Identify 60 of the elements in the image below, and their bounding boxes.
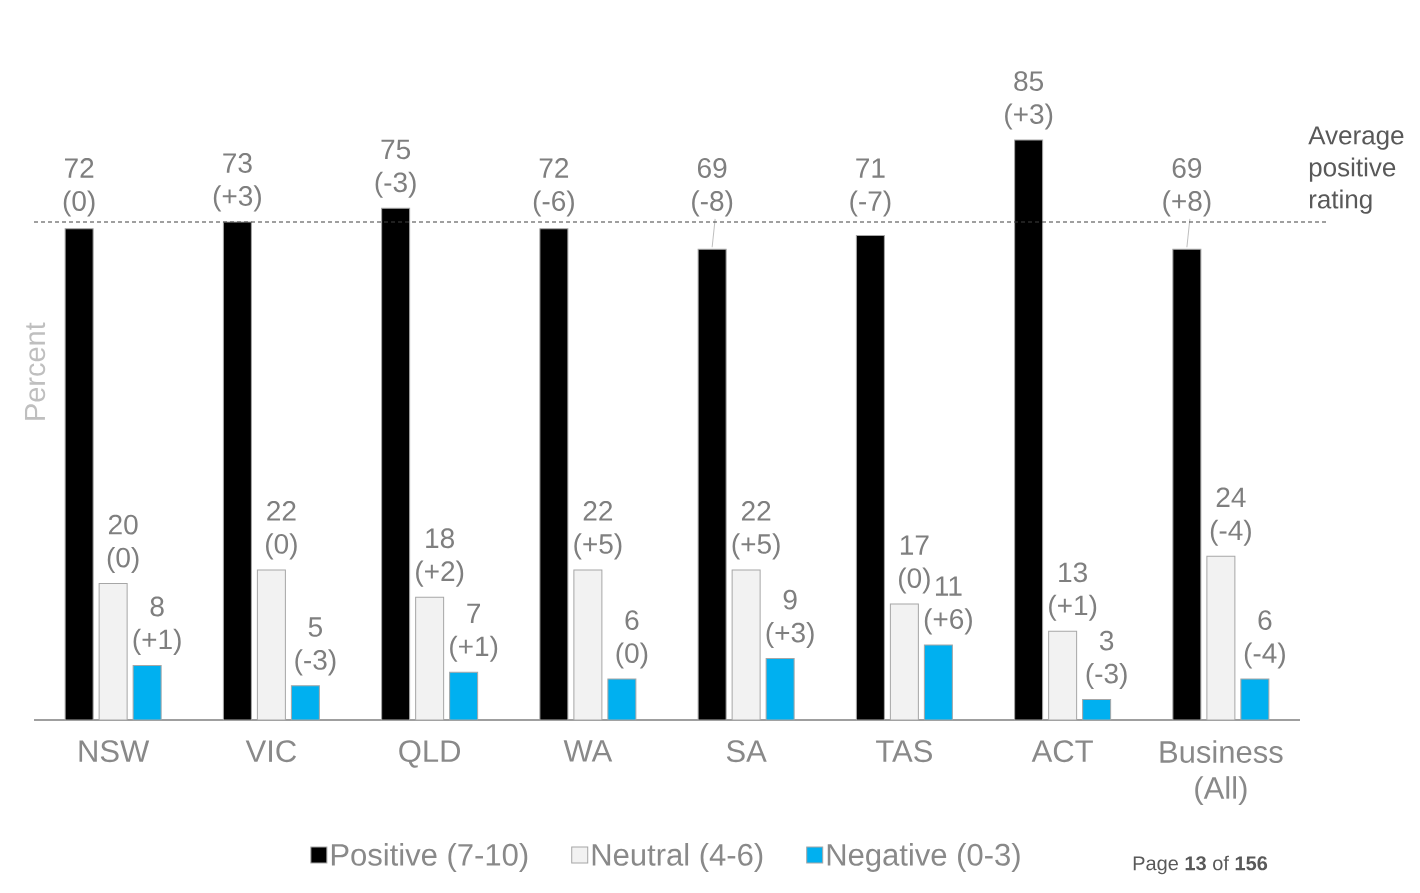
- x-tick-label: VIC: [245, 740, 297, 763]
- data-label: 69 (-8): [692, 158, 733, 217]
- legend-label: Negative (0-3): [827, 843, 1020, 872]
- bar: [256, 569, 286, 721]
- data-label: 73 (+3): [213, 153, 261, 212]
- data-label: 72 (0): [63, 158, 95, 217]
- data-label: 7 (+1): [450, 603, 498, 662]
- data-label: 22 (0): [266, 501, 297, 560]
- bar: [1172, 248, 1202, 721]
- x-tick-label: TAS: [876, 740, 932, 763]
- bar: [889, 603, 919, 721]
- bar: [415, 596, 445, 721]
- legend-label: Positive (7-10): [331, 843, 528, 872]
- data-label: 3 (-3): [1086, 630, 1127, 690]
- x-tick-label: SA: [726, 740, 767, 763]
- bar: [573, 569, 603, 721]
- data-label: 6 (-4): [1244, 610, 1285, 669]
- bar: [1014, 139, 1044, 721]
- x-tick-label: ACT: [1031, 740, 1093, 763]
- x-tick-label: Business (All): [1160, 740, 1283, 806]
- ref-line-label: Average positive rating: [1308, 126, 1404, 214]
- data-label: 9 (+3): [766, 589, 814, 649]
- data-label: 5 (-3): [295, 617, 336, 676]
- bar: [132, 664, 162, 721]
- data-label: 8 (+1): [133, 596, 181, 655]
- bar: [1082, 699, 1112, 721]
- text: Page 13 of 156: [1133, 855, 1268, 875]
- bar: [539, 228, 569, 721]
- data-label: 69 (+8): [1163, 158, 1211, 217]
- bar: [381, 207, 411, 721]
- x-tick-label: WA: [563, 740, 613, 762]
- data-label: 18 (+2): [416, 528, 464, 587]
- data-label: 22 (+5): [574, 501, 622, 560]
- data-label: 24 (-4): [1210, 487, 1251, 546]
- data-label: 13 (+1): [1049, 562, 1097, 621]
- data-label: 22 (+5): [732, 501, 780, 560]
- bar: [765, 658, 795, 721]
- bar: [290, 685, 320, 721]
- x-tick-label: QLD: [399, 740, 461, 768]
- bar: [923, 644, 953, 721]
- bar: [449, 671, 479, 721]
- data-label: 71 (-7): [850, 158, 891, 217]
- x-tick-label: NSW: [79, 740, 150, 763]
- data-label: 75 (-3): [375, 139, 416, 198]
- data-label: 72 (-6): [533, 158, 574, 217]
- data-label: 20 (0): [107, 514, 139, 574]
- bar: [697, 248, 727, 721]
- bar: [1206, 555, 1236, 721]
- bar: [1240, 678, 1270, 721]
- bar: [222, 221, 252, 721]
- bar: [731, 569, 761, 721]
- data-label: 85 (+3): [1005, 71, 1053, 130]
- bar: [98, 583, 128, 721]
- bar: [64, 228, 94, 721]
- bar: [607, 678, 637, 721]
- bar: [1048, 630, 1078, 721]
- bar: [855, 235, 885, 721]
- legend-label: Neutral (4-6): [592, 843, 763, 872]
- data-label: 6 (0): [616, 610, 648, 669]
- y-axis-title: Percent: [24, 322, 46, 420]
